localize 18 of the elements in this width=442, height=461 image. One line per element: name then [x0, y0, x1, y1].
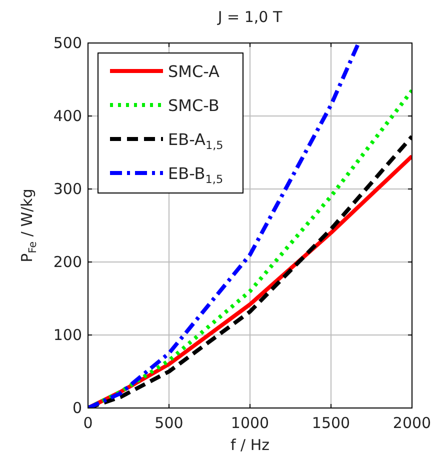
x-tick-label: 500: [154, 414, 184, 432]
y-tick-label: 0: [72, 399, 82, 417]
y-tick-label: 300: [53, 180, 82, 198]
y-tick-label: 100: [53, 326, 82, 344]
y-tick-label: 400: [53, 107, 82, 125]
legend-label: SMC-A: [168, 62, 220, 81]
legend-label: EB-B$_{1,5}$: [168, 164, 224, 186]
x-tick-label: 1500: [312, 414, 350, 432]
chart-title: J = 1,0 T: [216, 8, 283, 26]
y-tick-label: 500: [53, 34, 82, 52]
legend-label: EB-A$_{1,5}$: [168, 130, 224, 152]
legend-label: SMC-B: [168, 96, 220, 115]
line-series: [88, 43, 361, 408]
y-tick-label: 200: [53, 253, 82, 271]
x-axis-title: f / Hz: [230, 436, 270, 454]
x-tick-label: 2000: [392, 414, 432, 432]
x-tick-label: 0: [83, 414, 93, 432]
x-tick-label: 1000: [230, 414, 270, 432]
